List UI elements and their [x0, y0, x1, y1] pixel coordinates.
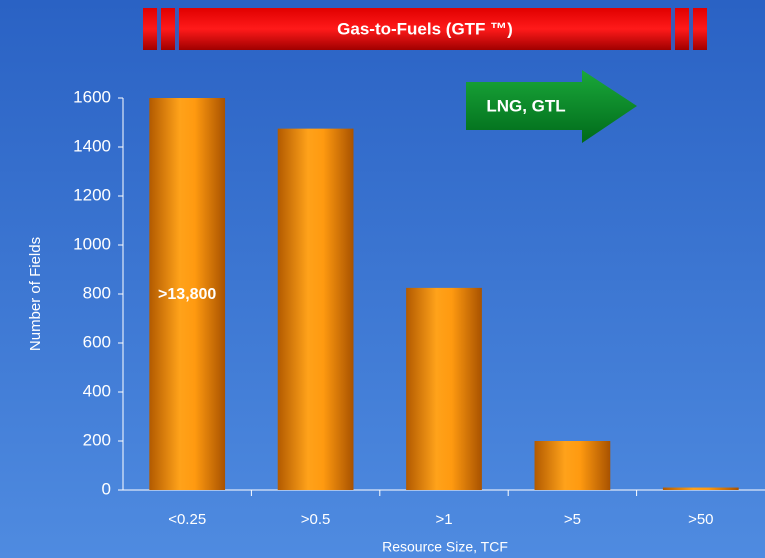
x-tick-label: >1 [435, 511, 452, 528]
y-tick-label: 1600 [73, 87, 111, 106]
y-tick-label: 200 [83, 430, 111, 449]
x-axis-label: Resource Size, TCF [382, 539, 508, 555]
x-tick-label: >0.5 [301, 511, 331, 528]
y-tick-label: 1000 [73, 234, 111, 253]
title-banner [143, 8, 707, 50]
arrow-label: LNG, GTL [486, 96, 565, 115]
y-tick-label: 0 [102, 479, 111, 498]
y-tick-label: 800 [83, 283, 111, 302]
bar [662, 487, 739, 490]
y-tick-label: 400 [83, 381, 111, 400]
x-tick-label: >50 [688, 511, 713, 528]
y-axis-label: Number of Fields [27, 237, 44, 351]
y-tick-label: 1200 [73, 185, 111, 204]
bar [406, 287, 482, 490]
bar-annotation: >13,800 [158, 286, 216, 303]
arrow [466, 70, 637, 143]
y-tick-label: 600 [83, 332, 111, 351]
y-tick-label: 1400 [73, 136, 111, 155]
chart-title: Gas-to-Fuels (GTF ™) [337, 19, 513, 38]
bar [534, 441, 611, 490]
bar [149, 98, 226, 490]
x-tick-label: >5 [564, 511, 581, 528]
x-tick-label: <0.25 [168, 511, 206, 528]
bar [277, 128, 354, 490]
